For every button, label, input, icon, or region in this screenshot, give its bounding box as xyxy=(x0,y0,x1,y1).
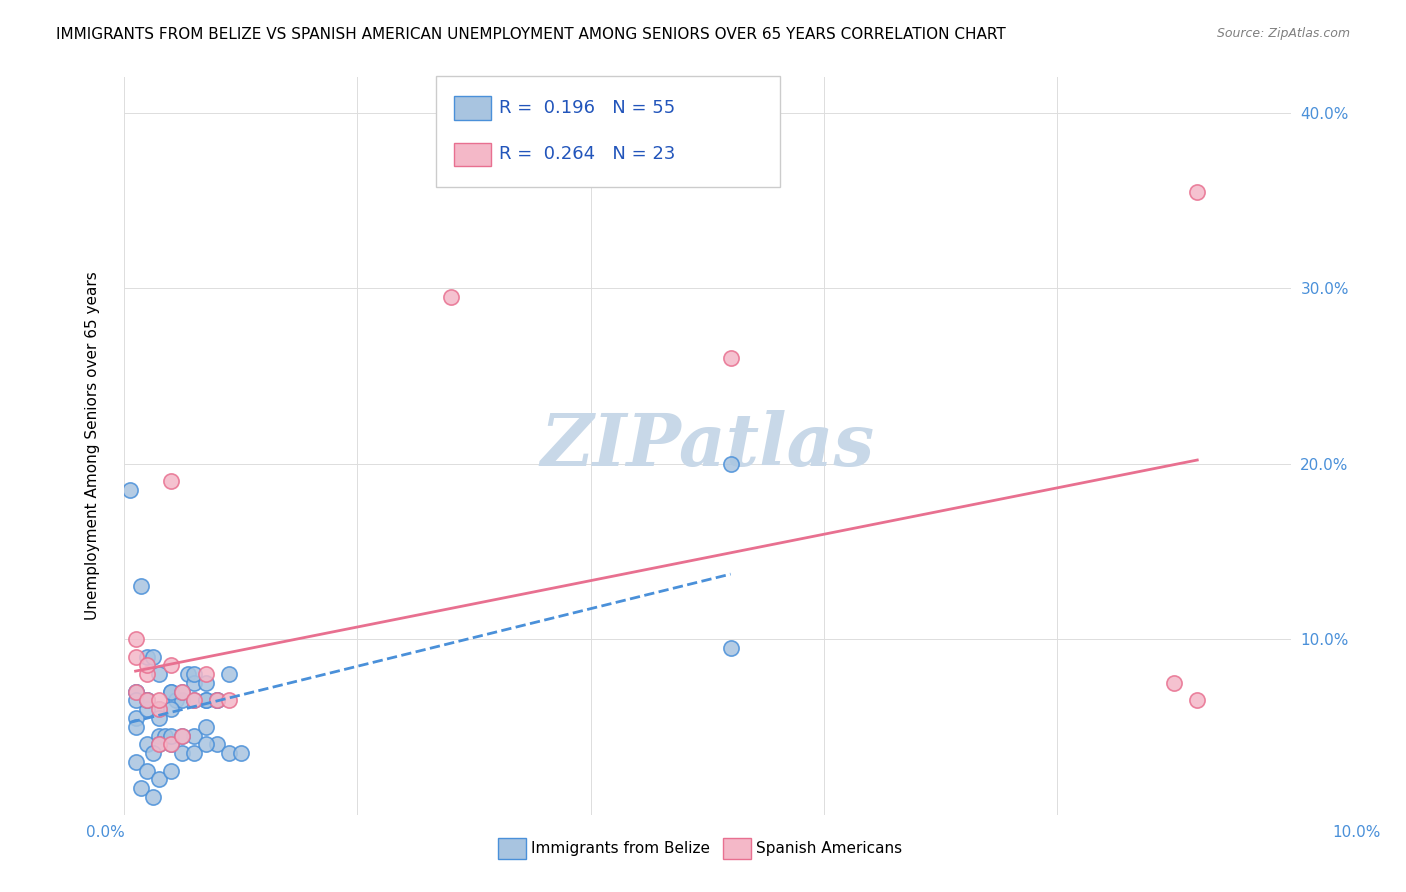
Point xyxy=(177,667,200,681)
Point xyxy=(124,693,146,707)
Point xyxy=(207,693,229,707)
Point xyxy=(148,667,170,681)
Point xyxy=(136,737,159,751)
Point xyxy=(124,711,146,725)
Point xyxy=(124,632,146,646)
Point xyxy=(124,720,146,734)
Point xyxy=(148,702,170,716)
Point xyxy=(183,746,205,760)
Text: 0.0%: 0.0% xyxy=(86,825,125,840)
Point xyxy=(229,746,252,760)
Point xyxy=(159,684,181,698)
Text: Spanish Americans: Spanish Americans xyxy=(756,841,903,855)
Text: 10.0%: 10.0% xyxy=(1333,825,1381,840)
Text: IMMIGRANTS FROM BELIZE VS SPANISH AMERICAN UNEMPLOYMENT AMONG SENIORS OVER 65 YE: IMMIGRANTS FROM BELIZE VS SPANISH AMERIC… xyxy=(56,27,1005,42)
Point xyxy=(148,693,170,707)
Point xyxy=(131,781,153,796)
Point xyxy=(172,693,194,707)
Point xyxy=(194,693,217,707)
Y-axis label: Unemployment Among Seniors over 65 years: Unemployment Among Seniors over 65 years xyxy=(86,272,100,620)
Point xyxy=(159,764,181,778)
Point xyxy=(136,702,159,716)
Point xyxy=(159,729,181,743)
Point xyxy=(172,729,194,743)
Point xyxy=(218,667,240,681)
Point xyxy=(165,693,187,707)
Text: ZIPatlas: ZIPatlas xyxy=(540,410,875,482)
Point xyxy=(194,676,217,690)
Point xyxy=(159,737,181,751)
Point xyxy=(124,684,146,698)
Point xyxy=(183,667,205,681)
Point xyxy=(153,729,176,743)
Point xyxy=(136,693,159,707)
Point xyxy=(207,737,229,751)
Point xyxy=(439,290,461,304)
Point xyxy=(124,684,146,698)
Text: Immigrants from Belize: Immigrants from Belize xyxy=(531,841,710,855)
Point xyxy=(183,693,205,707)
Point xyxy=(124,755,146,769)
Point xyxy=(159,658,181,673)
Point xyxy=(172,684,194,698)
Point xyxy=(148,737,170,751)
Point xyxy=(194,720,217,734)
Point xyxy=(142,649,165,664)
Point xyxy=(194,693,217,707)
Point xyxy=(148,729,170,743)
Text: Source: ZipAtlas.com: Source: ZipAtlas.com xyxy=(1216,27,1350,40)
Point xyxy=(720,640,742,655)
Point xyxy=(118,483,141,497)
Point xyxy=(194,737,217,751)
Point xyxy=(159,737,181,751)
Point xyxy=(148,772,170,787)
Point xyxy=(136,693,159,707)
Point xyxy=(142,790,165,805)
Point xyxy=(136,649,159,664)
Point xyxy=(183,693,205,707)
Point xyxy=(124,649,146,664)
Point xyxy=(159,684,181,698)
Point xyxy=(218,746,240,760)
Point xyxy=(136,764,159,778)
Point xyxy=(218,693,240,707)
Point xyxy=(148,711,170,725)
Point xyxy=(159,702,181,716)
Point xyxy=(148,702,170,716)
Point xyxy=(172,746,194,760)
Point xyxy=(1187,185,1209,199)
Point xyxy=(136,667,159,681)
Point xyxy=(124,684,146,698)
Point xyxy=(207,693,229,707)
Text: R =  0.264   N = 23: R = 0.264 N = 23 xyxy=(499,145,675,163)
Point xyxy=(194,667,217,681)
Point xyxy=(720,351,742,366)
Point xyxy=(172,729,194,743)
Point xyxy=(131,579,153,593)
Text: R =  0.196   N = 55: R = 0.196 N = 55 xyxy=(499,99,675,117)
Point xyxy=(183,729,205,743)
Point xyxy=(1163,676,1185,690)
Point xyxy=(172,684,194,698)
Point xyxy=(1187,693,1209,707)
Point xyxy=(720,457,742,471)
Point xyxy=(207,693,229,707)
Point xyxy=(183,676,205,690)
Point xyxy=(142,746,165,760)
Point xyxy=(148,737,170,751)
Point xyxy=(159,474,181,488)
Point xyxy=(136,693,159,707)
Point xyxy=(136,658,159,673)
